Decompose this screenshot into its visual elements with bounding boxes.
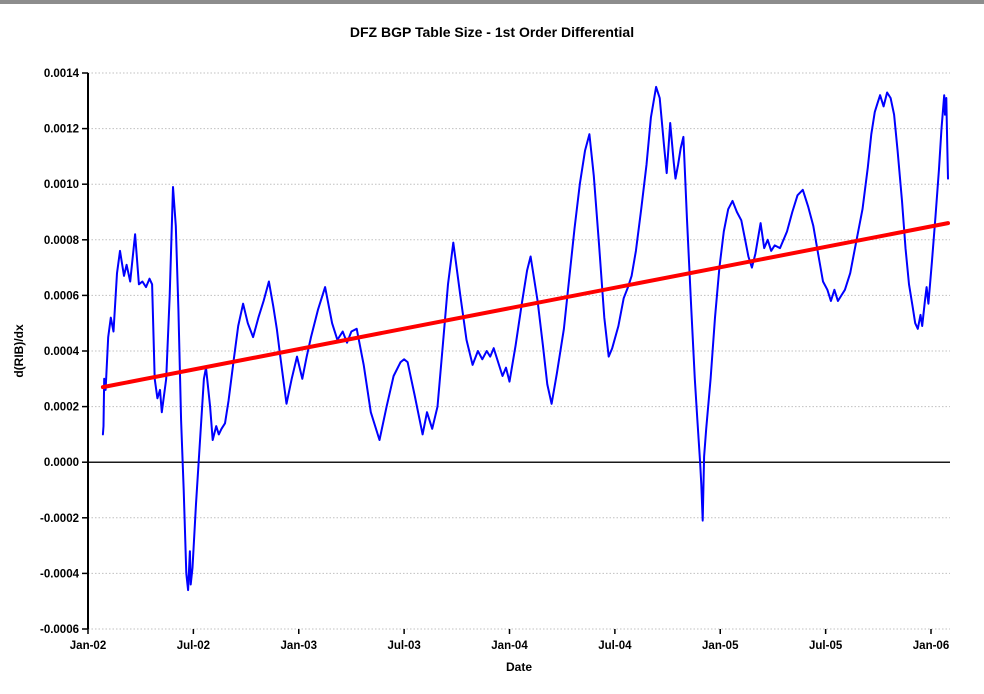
x-tick-label: Jan-04	[491, 640, 528, 652]
x-tick-label: Jan-03	[281, 640, 317, 652]
blue-data-series	[101, 85, 949, 592]
x-tick-label: Jul-02	[177, 640, 210, 652]
y-tick-label: 0.0014	[44, 68, 80, 80]
chart-title: DFZ BGP Table Size - 1st Order Different…	[349, 24, 635, 40]
y-tick-label: 0.0006	[44, 290, 79, 302]
red-trend-line	[100, 221, 950, 390]
y-tick-label: 0.0004	[44, 346, 80, 358]
x-tick-label: Jan-05	[702, 640, 739, 652]
x-tick-label: Jul-04	[598, 640, 632, 652]
x-tick-label: Jul-03	[388, 640, 421, 652]
y-tick-label: -0.0004	[40, 568, 80, 580]
y-tick-label: 0.0010	[44, 179, 79, 191]
window-top-border	[0, 0, 984, 4]
y-tick-label: 0.0000	[44, 457, 79, 469]
x-tick-label: Jan-06	[913, 640, 949, 652]
y-tick-label: 0.0012	[44, 124, 79, 136]
y-tick-label: 0.0002	[44, 402, 79, 414]
y-tick-label: -0.0006	[40, 624, 79, 636]
x-tick-label: Jul-05	[809, 640, 843, 652]
y-tick-label: -0.0002	[40, 513, 79, 525]
y-tick-label: 0.0008	[44, 235, 80, 247]
x-axis-title: Date	[505, 660, 532, 674]
x-tick-label: Jan-02	[70, 640, 106, 652]
